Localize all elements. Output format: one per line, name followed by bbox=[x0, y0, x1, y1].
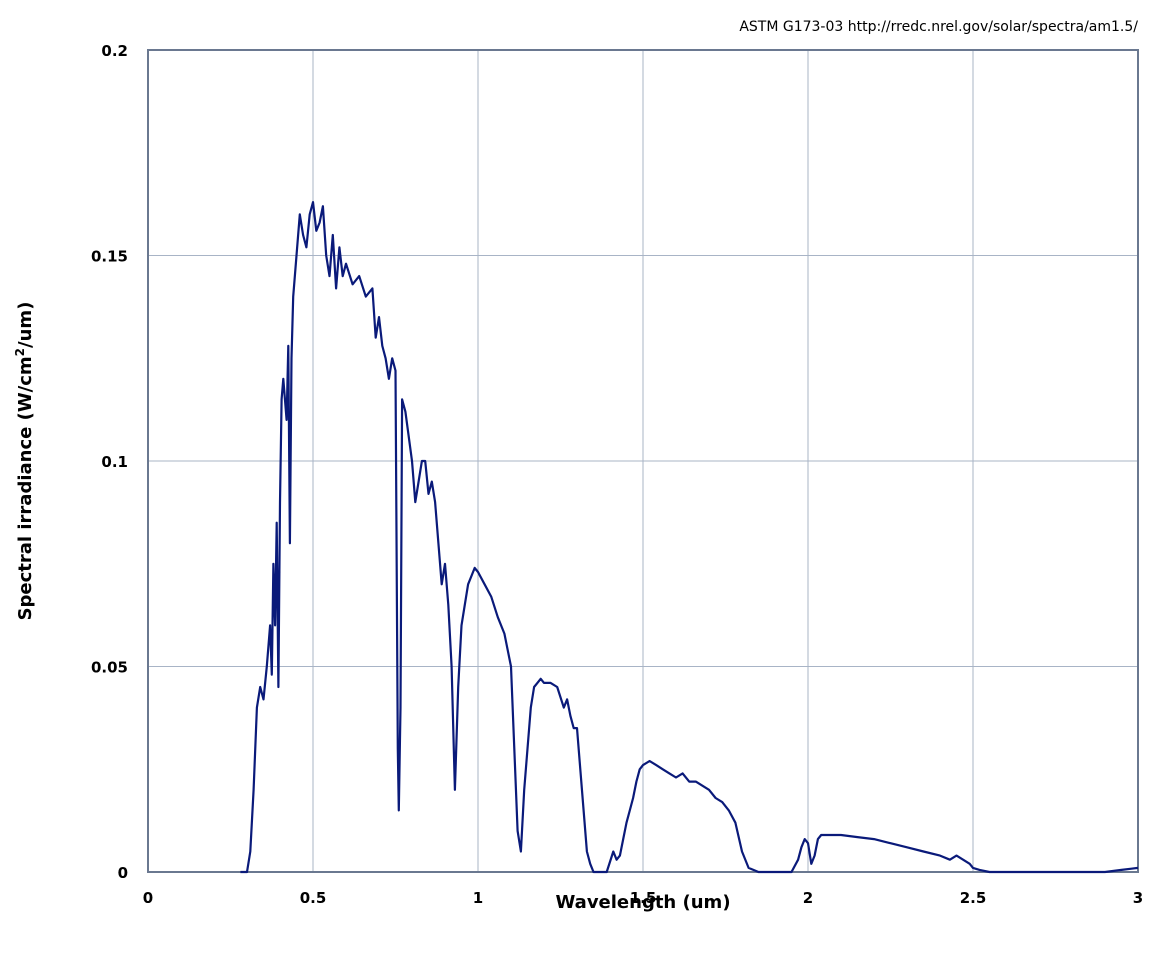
y-tick-label: 0 bbox=[118, 864, 128, 882]
source-annotation: ASTM G173-03 http://rredc.nrel.gov/solar… bbox=[739, 19, 1138, 35]
x-tick-label: 3 bbox=[1133, 889, 1143, 907]
x-tick-label: 0.5 bbox=[300, 889, 327, 907]
x-tick-label: 1.5 bbox=[630, 889, 657, 907]
x-tick-label: 0 bbox=[143, 889, 153, 907]
y-tick-label: 0.05 bbox=[91, 659, 128, 677]
y-axis-title-main: Spectral irradiance (W/cm bbox=[15, 356, 36, 620]
y-axis-title-superscript: 2 bbox=[13, 348, 27, 356]
x-tick-label: 1 bbox=[473, 889, 483, 907]
y-tick-label: 0.15 bbox=[91, 248, 128, 266]
grid-layer bbox=[148, 50, 1138, 872]
plot-frame bbox=[147, 49, 1139, 873]
x-tick-label: 2.5 bbox=[960, 889, 987, 907]
y-axis-title: Spectral irradiance (W/cm2/um) bbox=[13, 302, 36, 621]
y-axis-title-tail: /um) bbox=[15, 302, 36, 348]
series-line-spectral-irradiance bbox=[240, 201, 1139, 874]
x-axis-title: Wavelength (um) bbox=[555, 892, 730, 913]
y-tick-label: 0.1 bbox=[101, 453, 128, 471]
tick-labels: 0 0.5 1 1.5 2 2.5 3 0 0.05 0.1 0.15 0.2 bbox=[91, 42, 1143, 907]
x-tick-label: 2 bbox=[803, 889, 813, 907]
y-tick-label: 0.2 bbox=[101, 42, 128, 60]
